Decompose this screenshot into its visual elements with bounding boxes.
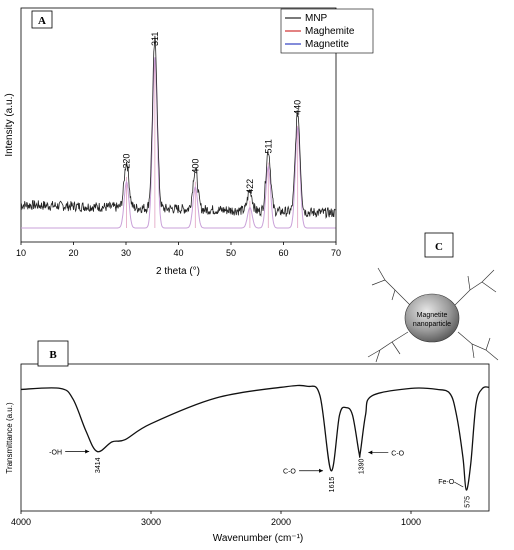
peak-label: 220	[122, 154, 132, 169]
ftir-y-axis-label: Transmittance (a.u.)	[5, 402, 14, 474]
mnp-pattern	[20, 35, 336, 219]
legend-entry-magnetite: Magnetite	[305, 39, 349, 50]
magnetite-core	[404, 293, 460, 343]
band-arrowhead	[319, 468, 324, 473]
band-arrowhead	[368, 450, 373, 455]
peak-label: 400	[190, 159, 200, 174]
ftir-plot-frame	[20, 363, 490, 512]
ligand-top-right	[454, 269, 497, 306]
legend-entry-maghemite: Maghemite	[305, 26, 355, 37]
ligand-top-left	[371, 267, 411, 306]
xrd-x-axis-label: 2 theta (°)	[156, 266, 200, 277]
peak-label: 511	[263, 139, 273, 153]
band-label: C-O	[391, 451, 404, 458]
xrd-reference-lines	[126, 60, 299, 228]
xrd-tick-label: 40	[173, 248, 183, 258]
panel-a-box	[31, 10, 53, 29]
ftir-x-axis: 4000 3000 2000 1000	[11, 511, 421, 527]
xrd-peak-labels: 220 311 400 422 511 440	[122, 32, 303, 194]
peak-label: 422	[245, 179, 255, 194]
citrate-ligands	[367, 267, 499, 363]
nanoparticle-diagram: C Magnetite nanoparticle	[367, 232, 499, 363]
ftir-tick-label: 2000	[271, 517, 291, 527]
core-label-line1: Magnetite	[417, 312, 448, 319]
band-value: 1390	[358, 458, 365, 474]
xrd-tick-label: 10	[16, 248, 26, 258]
xrd-tick-label: 30	[121, 248, 131, 258]
peak-label: 311	[150, 32, 160, 46]
peak-label: 440	[293, 100, 303, 115]
xrd-legend: MNP Maghemite Magnetite	[280, 8, 374, 54]
panel-b-label: B	[49, 349, 57, 361]
xrd-tick-label: 50	[226, 248, 236, 258]
ftir-tick-label: 4000	[11, 517, 31, 527]
ligand-bottom-right	[457, 331, 499, 361]
band-label: -OH	[49, 449, 62, 456]
panel-c-box	[424, 232, 454, 258]
xrd-x-axis: 10 20 30 40 50 60 70	[16, 242, 341, 258]
ftir-x-axis-label: Wavenumber (cm⁻¹)	[213, 533, 303, 544]
xrd-tick-label: 70	[331, 248, 341, 258]
panel-a-label: A	[38, 15, 46, 27]
ftir-spectrum	[20, 384, 490, 491]
ligand-bottom-left	[367, 331, 409, 363]
panel-b-box	[37, 340, 69, 367]
ftir-annotations: 3414 -OH 1615 C-O 1390 C-O 575 Fe-O	[49, 449, 471, 508]
xrd-tick-label: 60	[278, 248, 288, 258]
band-value: 575	[464, 496, 471, 508]
band-label: C-O	[283, 469, 296, 476]
core-label-line2: nanoparticle	[413, 321, 451, 328]
band-value: 1615	[329, 477, 336, 493]
band-label: Fe-O	[438, 479, 455, 486]
band-arrowhead	[85, 449, 90, 454]
ftir-tick-label: 3000	[141, 517, 161, 527]
band-value: 3414	[95, 457, 102, 473]
ftir-tick-label: 1000	[401, 517, 421, 527]
panel-c-label: C	[435, 241, 443, 253]
band-arrow	[454, 481, 464, 488]
xrd-tick-label: 20	[68, 248, 78, 258]
legend-entry-mnp: MNP	[305, 13, 328, 24]
xrd-y-axis-label: Intensity (a.u.)	[4, 93, 15, 156]
maghemite-pattern	[21, 57, 336, 229]
